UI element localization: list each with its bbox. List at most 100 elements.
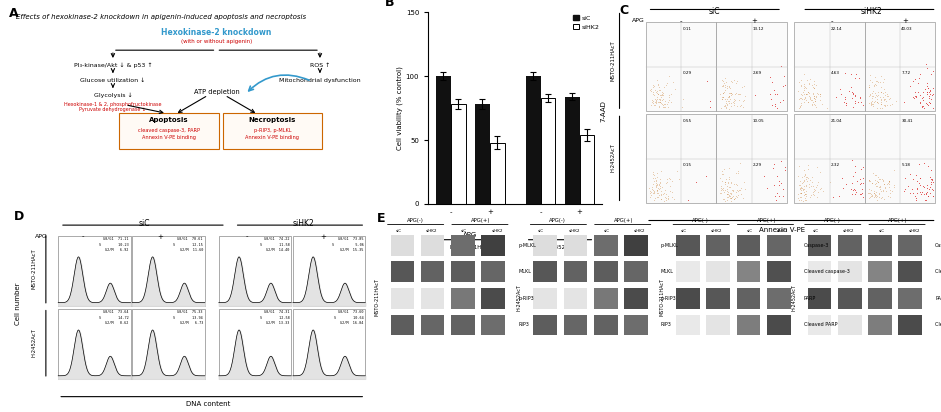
Point (869, 183, 885, 190)
Point (806, 77, 821, 84)
Point (861, 190, 876, 196)
Point (868, 181, 883, 188)
Point (702, 98, 717, 104)
Bar (451, 314, 475, 335)
Point (658, 101, 673, 108)
Text: siHK2: siHK2 (711, 229, 723, 233)
Point (766, 182, 781, 189)
Point (919, 83, 934, 89)
Point (810, 179, 825, 185)
Point (874, 194, 889, 200)
Point (853, 180, 869, 186)
Bar (451, 104, 466, 204)
Text: siC: siC (604, 229, 610, 233)
Point (662, 175, 677, 181)
Point (721, 191, 736, 197)
Point (806, 192, 821, 199)
Point (879, 98, 894, 104)
Point (855, 194, 870, 200)
Text: PARP: PARP (804, 296, 816, 301)
Text: MLKL: MLKL (661, 269, 674, 274)
Point (792, 190, 807, 197)
Bar (436, 76, 451, 204)
Point (797, 95, 812, 101)
Point (919, 80, 934, 86)
Point (869, 189, 884, 195)
Point (722, 100, 737, 107)
Point (647, 96, 662, 103)
Bar (716, 115, 787, 204)
Point (646, 91, 661, 97)
Point (722, 90, 737, 96)
Point (885, 101, 900, 107)
Point (652, 96, 667, 103)
Point (717, 178, 732, 185)
Point (732, 187, 747, 194)
Point (791, 79, 806, 85)
Point (869, 180, 884, 187)
Point (726, 195, 742, 202)
Point (914, 95, 929, 101)
Point (869, 78, 885, 84)
Point (732, 103, 747, 110)
Point (865, 93, 880, 100)
Point (865, 98, 880, 105)
Point (886, 167, 901, 173)
Point (650, 81, 665, 87)
Point (908, 76, 923, 82)
Text: DNA content: DNA content (186, 401, 231, 407)
Point (805, 101, 820, 107)
Point (648, 177, 663, 184)
Point (876, 181, 891, 187)
Text: APG(+): APG(+) (614, 218, 633, 223)
Bar (794, 22, 865, 111)
Point (720, 101, 735, 108)
Point (644, 88, 659, 94)
Text: p-MLKL: p-MLKL (518, 243, 536, 248)
Point (654, 91, 669, 98)
Point (798, 197, 813, 203)
Point (715, 82, 730, 89)
Point (799, 174, 814, 180)
Point (722, 93, 737, 99)
Point (845, 90, 860, 97)
Point (796, 189, 811, 196)
Point (917, 197, 933, 203)
Point (713, 187, 728, 194)
Point (831, 192, 846, 199)
Bar (807, 262, 831, 282)
Point (869, 78, 884, 84)
Text: RIP3: RIP3 (661, 323, 672, 328)
Bar (451, 288, 475, 309)
Point (653, 178, 668, 185)
Point (794, 173, 809, 180)
Point (713, 183, 728, 189)
Point (865, 90, 880, 97)
Point (869, 193, 884, 200)
Point (650, 95, 665, 102)
Point (796, 173, 811, 180)
Point (799, 183, 814, 190)
Point (714, 168, 729, 174)
Point (797, 90, 812, 97)
Point (777, 82, 792, 89)
Point (913, 99, 928, 106)
Point (735, 194, 750, 201)
Point (869, 197, 885, 204)
Point (813, 186, 828, 193)
Text: +: + (751, 18, 757, 24)
Point (714, 94, 729, 101)
Point (738, 186, 753, 193)
Point (655, 91, 670, 98)
Point (873, 101, 888, 108)
Point (862, 194, 877, 201)
Point (799, 181, 814, 188)
Point (855, 190, 870, 197)
Point (875, 178, 890, 184)
Point (808, 104, 823, 111)
Point (861, 186, 876, 192)
Point (911, 80, 926, 87)
Point (732, 91, 747, 97)
Point (925, 179, 940, 186)
Point (869, 99, 885, 105)
